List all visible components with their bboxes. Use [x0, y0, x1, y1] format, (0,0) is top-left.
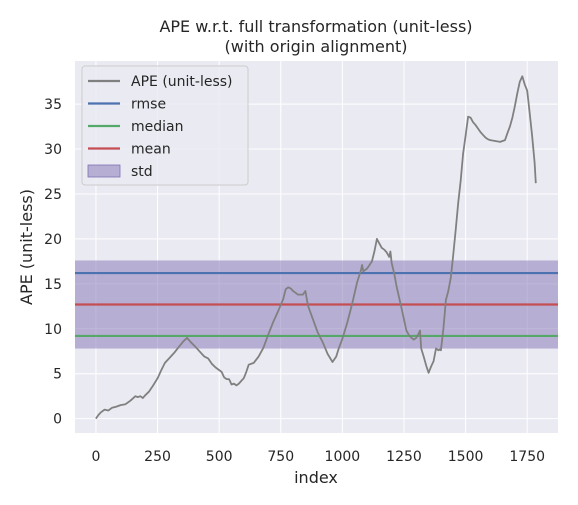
chart-title: APE w.r.t. full transformation (unit-les… — [159, 17, 472, 36]
y-tick-label: 15 — [44, 277, 62, 293]
x-tick-label: 250 — [144, 449, 171, 465]
y-tick-label: 10 — [44, 322, 62, 338]
x-axis-label: index — [294, 468, 338, 487]
y-axis-label: APE (unit-less) — [17, 189, 36, 305]
y-tick-label: 20 — [44, 232, 62, 248]
y-tick-label: 5 — [53, 367, 62, 383]
tick-labels: 0 250 500 750 1000 1250 1500 1750 0 5 10 15 20 25 30 35 — [44, 97, 545, 465]
x-tick-label: 0 — [91, 449, 100, 465]
legend: APE (unit-less) rmse median mean std — [81, 65, 249, 186]
x-tick-label: 500 — [206, 449, 233, 465]
x-tick-label: 1500 — [448, 449, 484, 465]
series-layer — [95, 75, 537, 420]
y-tick-label: 35 — [44, 97, 62, 113]
chart-subtitle: (with origin alignment) — [225, 37, 408, 56]
legend-item-median-label: median — [131, 119, 183, 135]
x-tick-label: 1750 — [509, 449, 545, 465]
legend-item-rmse-label: rmse — [131, 97, 166, 113]
y-tick-label: 0 — [53, 412, 62, 428]
legend-item-std-swatch — [87, 164, 121, 178]
y-tick-label: 30 — [44, 142, 62, 158]
legend-frame — [81, 65, 249, 186]
legend-item-mean-label: mean — [131, 142, 171, 158]
legend-item-std-label: std — [131, 164, 153, 180]
y-tick-label: 25 — [44, 187, 62, 203]
x-tick-label: 1000 — [325, 449, 361, 465]
ape-series-line — [95, 75, 537, 420]
reference-lines-layer — [75, 271, 558, 338]
x-tick-label: 750 — [267, 449, 294, 465]
x-tick-label: 1250 — [386, 449, 422, 465]
legend-item-ape-label: APE (unit-less) — [131, 74, 233, 90]
